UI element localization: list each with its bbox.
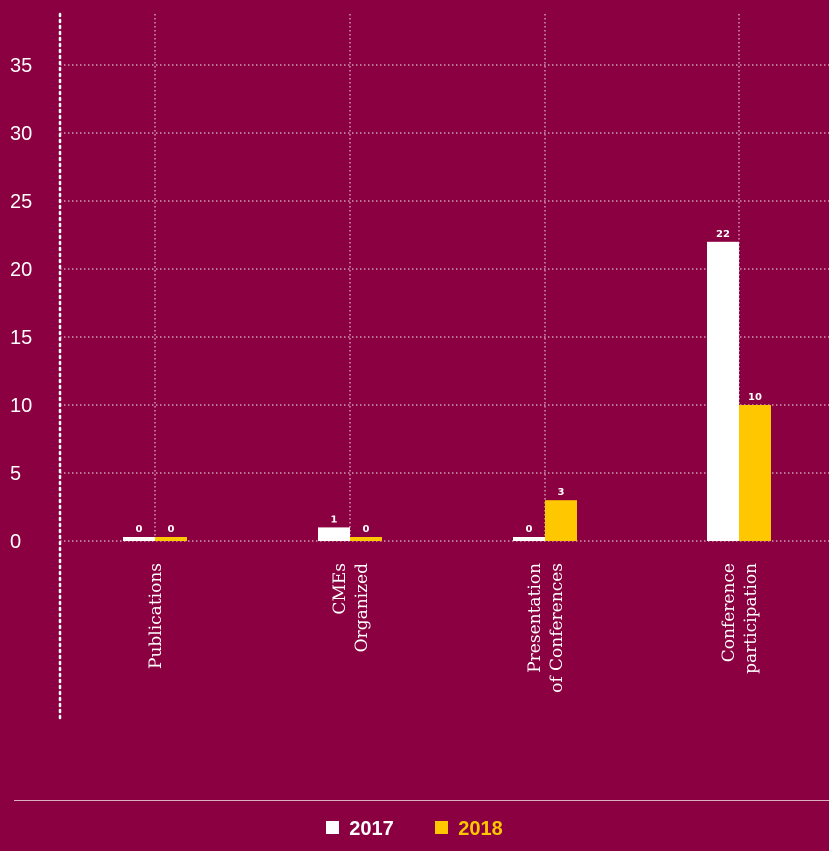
bar-2017-cat-0 [123,537,155,541]
gridlines [58,12,829,722]
category-label-3-line-1: participation [741,563,761,674]
data-label-2017-cat-3: 22 [716,229,730,240]
category-label-2-line-1: of Conferences [547,563,567,693]
data-label-2018-cat-1: 0 [363,524,370,535]
y-axis: 0 5 10 15 20 25 30 35 [10,55,32,553]
data-label-2017-cat-1: 1 [331,514,338,525]
y-tick-label-20: 20 [10,259,32,281]
bars [123,241,771,542]
legend-swatch-2018 [435,821,449,834]
bar-2017-cat-1 [318,527,350,541]
data-label-2018-cat-2: 3 [558,487,565,498]
y-tick-label-15: 15 [10,327,32,349]
category-label-2-line-0: Presentation [525,563,545,673]
bar-2018-cat-0 [155,537,187,541]
bar-2017-cat-3 [707,241,739,542]
legend: 2017 2018 [0,818,829,841]
y-tick-label-5: 5 [10,463,21,485]
bar-2018-cat-2 [545,500,577,541]
bar-2018-cat-3 [739,405,771,541]
category-label-1-line-1: Organized [352,563,372,652]
legend-divider [14,800,829,801]
legend-label-2018: 2018 [458,818,503,840]
category-label-1-line-0: CMEs [330,563,350,615]
category-label-0-line-0: Publications [146,563,166,669]
legend-item-2018: 2018 [435,818,503,841]
category-labels: Publications CMEs Organized Presentation of … [146,563,761,693]
legend-swatch-2017 [326,821,340,834]
data-label-2018-cat-3: 10 [748,392,762,403]
category-label-3-line-0: Conference [719,563,739,662]
bar-2018-cat-1 [350,537,382,541]
y-tick-label-10: 10 [10,395,32,417]
y-tick-label-30: 30 [10,123,32,145]
legend-label-2017: 2017 [349,818,394,840]
data-label-2017-cat-2: 0 [526,524,533,535]
y-tick-label-35: 35 [10,55,32,77]
bar-2017-cat-2 [513,537,545,541]
y-tick-label-25: 25 [10,191,32,213]
data-label-2017-cat-0: 0 [136,524,143,535]
legend-item-2017: 2017 [326,818,394,841]
y-tick-label-0: 0 [10,531,21,553]
data-label-2018-cat-0: 0 [168,524,175,535]
